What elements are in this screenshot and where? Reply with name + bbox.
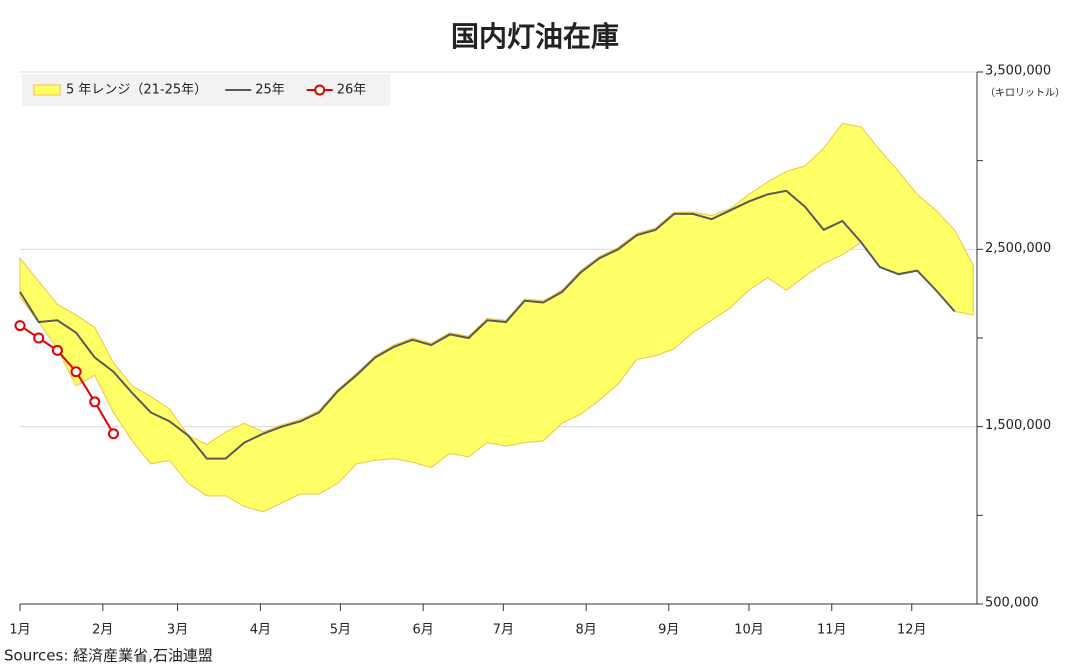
series-marker [33, 332, 45, 344]
y-unit: （キロリットル） [985, 87, 1065, 99]
range-band [19, 122, 974, 513]
legend-label: 5 年レンジ（21-25年） [66, 83, 207, 98]
series-marker [107, 428, 119, 440]
series-line [19, 189, 956, 460]
legend-marker [314, 84, 326, 96]
legend-label: 26年 [337, 83, 367, 98]
x-tick-label: 4月 [250, 623, 271, 638]
series-marker [89, 396, 101, 408]
x-tick-label: 6月 [413, 623, 434, 638]
y-tick-label: 2,500,000 [985, 241, 1051, 256]
x-tick-label: 8月 [576, 623, 597, 638]
x-tick-label: 10月 [734, 623, 764, 638]
x-tick-label: 9月 [658, 623, 679, 638]
x-tick-label: 12月 [897, 623, 927, 638]
chart-title: 国内灯油在庫 [451, 20, 619, 53]
source: Sources: 経済産業省,石油連盟 [4, 647, 213, 665]
x-tick-label: 11月 [817, 623, 847, 638]
series-marker [14, 320, 26, 332]
x-tick-label: 7月 [493, 623, 514, 638]
x-tick-label: 2月 [92, 623, 113, 638]
y-tick-label: 500,000 [985, 596, 1039, 611]
y-tick-label: 1,500,000 [985, 418, 1051, 433]
y-tick-label: 3,500,000 [985, 64, 1051, 79]
series-marker [70, 366, 82, 378]
legend-swatch [33, 84, 61, 96]
x-tick-label: 1月 [9, 623, 30, 638]
series-marker [51, 344, 63, 356]
x-tick-label: 5月 [330, 623, 351, 638]
x-tick-label: 3月 [167, 623, 188, 638]
legend: 5 年レンジ（21-25年） 25年 26年 [22, 74, 390, 106]
legend-label: 25年 [255, 83, 285, 98]
